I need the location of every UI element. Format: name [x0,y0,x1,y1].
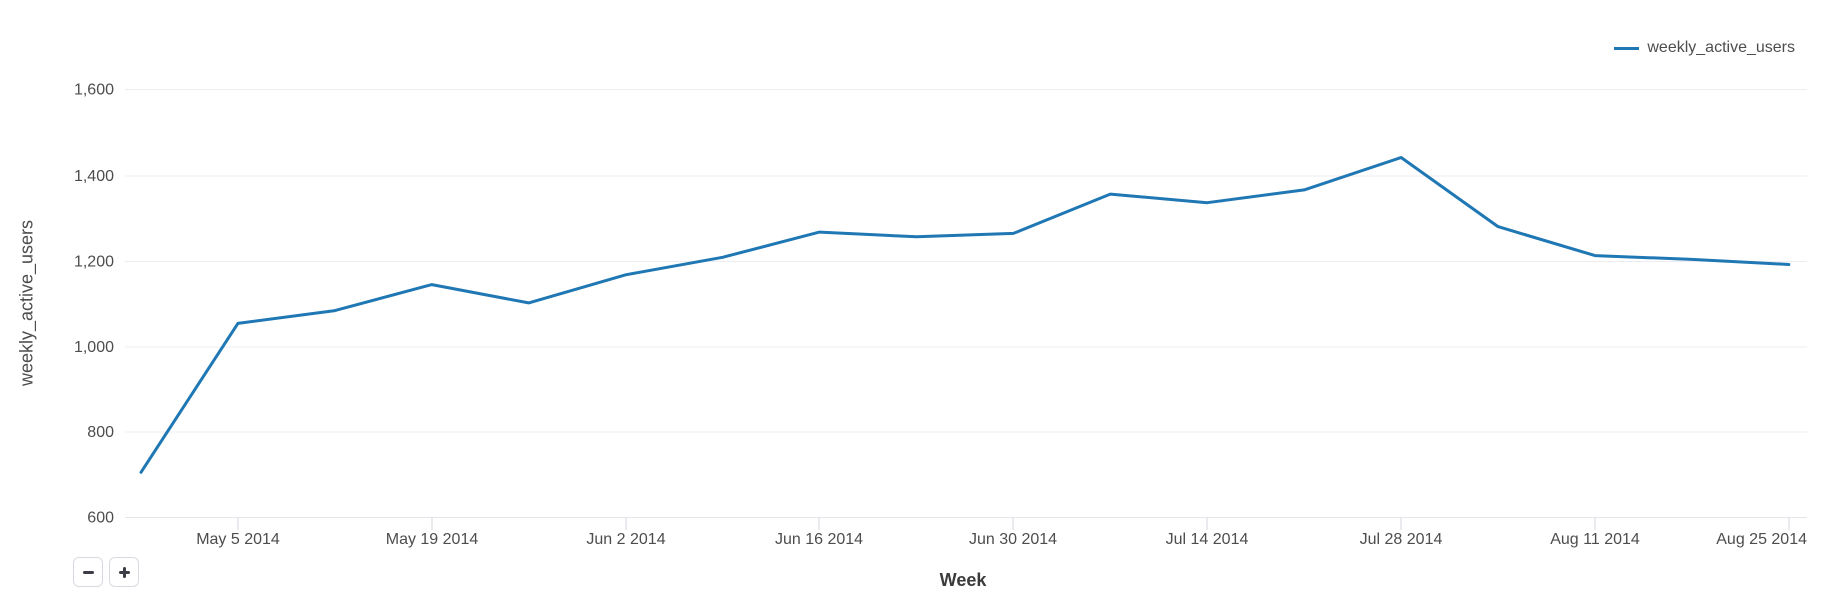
svg-text:800: 800 [87,424,114,441]
svg-text:Jun 16 2014: Jun 16 2014 [775,531,863,548]
svg-text:Aug 11 2014: Aug 11 2014 [1550,531,1640,548]
svg-text:Aug 25 2014: Aug 25 2014 [1716,531,1807,548]
svg-text:1,200: 1,200 [74,254,114,271]
svg-text:600: 600 [87,510,114,527]
svg-text:1,400: 1,400 [74,168,114,185]
svg-text:Jul 14 2014: Jul 14 2014 [1166,531,1249,548]
svg-text:May 19 2014: May 19 2014 [386,531,479,548]
svg-text:May 5 2014: May 5 2014 [196,531,280,548]
svg-text:1,000: 1,000 [74,339,114,356]
svg-text:1,600: 1,600 [74,82,114,99]
svg-text:Jun 30 2014: Jun 30 2014 [969,531,1057,548]
svg-text:Jun 2 2014: Jun 2 2014 [586,531,665,548]
svg-text:Jul 28 2014: Jul 28 2014 [1360,531,1443,548]
